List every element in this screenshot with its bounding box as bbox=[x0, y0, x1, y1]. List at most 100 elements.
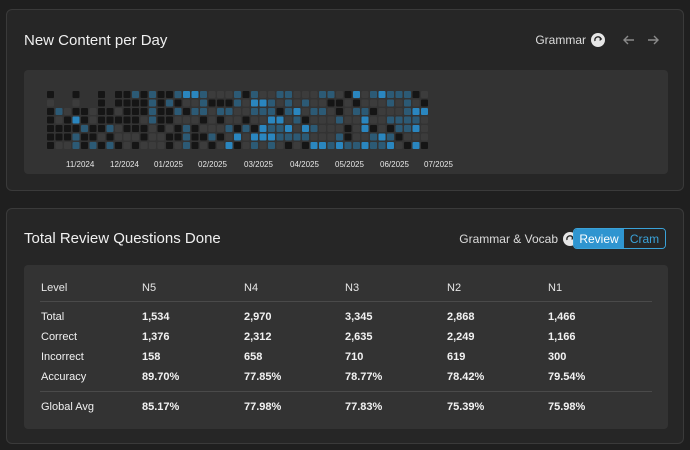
heatmap-day-cell[interactable] bbox=[174, 99, 182, 107]
heatmap-day-cell[interactable] bbox=[200, 91, 207, 98]
heatmap-day-cell[interactable] bbox=[361, 99, 369, 107]
heatmap-day-cell[interactable] bbox=[421, 116, 428, 124]
heatmap-day-cell[interactable] bbox=[72, 108, 80, 115]
heatmap-day-cell[interactable] bbox=[412, 91, 420, 98]
heatmap-day-cell[interactable] bbox=[361, 142, 369, 149]
heatmap-day-cell[interactable] bbox=[421, 99, 428, 107]
heatmap-day-cell[interactable] bbox=[115, 125, 122, 132]
heatmap-day-cell[interactable] bbox=[157, 125, 165, 132]
heatmap-day-cell[interactable] bbox=[259, 142, 267, 149]
heatmap-day-cell[interactable] bbox=[149, 125, 156, 132]
heatmap-day-cell[interactable] bbox=[217, 116, 224, 124]
heatmap-day-cell[interactable] bbox=[293, 91, 301, 98]
heatmap-day-cell[interactable] bbox=[251, 108, 258, 115]
heatmap-day-cell[interactable] bbox=[310, 91, 318, 98]
heatmap-day-cell[interactable] bbox=[336, 133, 343, 141]
heatmap-day-cell[interactable] bbox=[72, 99, 80, 107]
heatmap-day-cell[interactable] bbox=[327, 99, 335, 107]
heatmap-day-cell[interactable] bbox=[106, 108, 114, 115]
heatmap-day-cell[interactable] bbox=[140, 142, 148, 149]
heatmap-day-cell[interactable] bbox=[98, 91, 105, 98]
heatmap-day-cell[interactable] bbox=[251, 99, 258, 107]
heatmap-day-cell[interactable] bbox=[200, 108, 207, 115]
heatmap-day-cell[interactable] bbox=[217, 125, 224, 132]
heatmap-day-cell[interactable] bbox=[412, 142, 420, 149]
heatmap-day-cell[interactable] bbox=[268, 125, 275, 132]
heatmap-day-cell[interactable] bbox=[183, 99, 190, 107]
heatmap-day-cell[interactable] bbox=[183, 108, 190, 115]
heatmap-day-cell[interactable] bbox=[387, 142, 394, 149]
heatmap-day-cell[interactable] bbox=[293, 99, 301, 107]
heatmap-day-cell[interactable] bbox=[81, 125, 88, 132]
heatmap-day-cell[interactable] bbox=[234, 108, 241, 115]
heatmap-day-cell[interactable] bbox=[200, 142, 207, 149]
heatmap-day-cell[interactable] bbox=[174, 116, 182, 124]
heatmap-day-cell[interactable] bbox=[353, 125, 360, 132]
heatmap-day-cell[interactable] bbox=[276, 116, 284, 124]
heatmap-day-cell[interactable] bbox=[370, 99, 377, 107]
heatmap-day-cell[interactable] bbox=[174, 133, 182, 141]
heatmap-day-cell[interactable] bbox=[208, 142, 216, 149]
heatmap-day-cell[interactable] bbox=[353, 108, 360, 115]
heatmap-day-cell[interactable] bbox=[208, 99, 216, 107]
heatmap-day-cell[interactable] bbox=[361, 133, 369, 141]
heatmap-day-cell[interactable] bbox=[208, 116, 216, 124]
heatmap-day-cell[interactable] bbox=[183, 142, 190, 149]
heatmap-day-cell[interactable] bbox=[327, 116, 335, 124]
heatmap-day-cell[interactable] bbox=[268, 91, 275, 98]
heatmap-day-cell[interactable] bbox=[166, 116, 173, 124]
heatmap-day-cell[interactable] bbox=[327, 142, 335, 149]
heatmap-day-cell[interactable] bbox=[157, 99, 165, 107]
heatmap-day-cell[interactable] bbox=[387, 108, 394, 115]
heatmap-day-cell[interactable] bbox=[217, 133, 224, 141]
heatmap-day-cell[interactable] bbox=[319, 99, 326, 107]
heatmap-day-cell[interactable] bbox=[378, 99, 386, 107]
heatmap-day-cell[interactable] bbox=[421, 133, 428, 141]
heatmap-day-cell[interactable] bbox=[344, 125, 352, 132]
heatmap-day-cell[interactable] bbox=[191, 116, 199, 124]
cram-mode-button[interactable]: Cram bbox=[624, 229, 665, 248]
heatmap-day-cell[interactable] bbox=[251, 116, 258, 124]
heatmap-day-cell[interactable] bbox=[302, 91, 309, 98]
heatmap-day-cell[interactable] bbox=[47, 133, 54, 141]
heatmap-day-cell[interactable] bbox=[208, 108, 216, 115]
heatmap-day-cell[interactable] bbox=[327, 125, 335, 132]
heatmap-day-cell[interactable] bbox=[302, 99, 309, 107]
heatmap-day-cell[interactable] bbox=[157, 133, 165, 141]
heatmap-day-cell[interactable] bbox=[132, 116, 139, 124]
heatmap-day-cell[interactable] bbox=[353, 91, 360, 98]
heatmap-day-cell[interactable] bbox=[89, 116, 97, 124]
heatmap-day-cell[interactable] bbox=[47, 125, 54, 132]
heatmap-day-cell[interactable] bbox=[421, 91, 428, 98]
heatmap-day-cell[interactable] bbox=[55, 116, 63, 124]
heatmap-day-cell[interactable] bbox=[319, 91, 326, 98]
heatmap-day-cell[interactable] bbox=[72, 133, 80, 141]
heatmap-day-cell[interactable] bbox=[361, 125, 369, 132]
heatmap-day-cell[interactable] bbox=[106, 116, 114, 124]
heatmap-day-cell[interactable] bbox=[64, 108, 71, 115]
heatmap-day-cell[interactable] bbox=[115, 108, 122, 115]
heatmap-day-cell[interactable] bbox=[370, 91, 377, 98]
heatmap-day-cell[interactable] bbox=[404, 125, 411, 132]
heatmap-day-cell[interactable] bbox=[217, 99, 224, 107]
heatmap-day-cell[interactable] bbox=[64, 125, 71, 132]
heatmap-day-cell[interactable] bbox=[412, 99, 420, 107]
heatmap-day-cell[interactable] bbox=[200, 125, 207, 132]
heatmap-day-cell[interactable] bbox=[157, 91, 165, 98]
heatmap-day-cell[interactable] bbox=[72, 142, 80, 149]
heatmap-day-cell[interactable] bbox=[208, 125, 216, 132]
heatmap-day-cell[interactable] bbox=[421, 108, 428, 115]
heatmap-day-cell[interactable] bbox=[191, 99, 199, 107]
swap-icon[interactable] bbox=[591, 33, 605, 47]
heatmap-day-cell[interactable] bbox=[149, 133, 156, 141]
heatmap-day-cell[interactable] bbox=[242, 99, 250, 107]
heatmap-day-cell[interactable] bbox=[310, 133, 318, 141]
heatmap-day-cell[interactable] bbox=[259, 108, 267, 115]
heatmap-day-cell[interactable] bbox=[47, 116, 54, 124]
heatmap-day-cell[interactable] bbox=[302, 108, 309, 115]
heatmap-day-cell[interactable] bbox=[225, 125, 233, 132]
heatmap-day-cell[interactable] bbox=[336, 125, 343, 132]
heatmap-day-cell[interactable] bbox=[191, 125, 199, 132]
heatmap-day-cell[interactable] bbox=[183, 133, 190, 141]
heatmap-day-cell[interactable] bbox=[81, 116, 88, 124]
